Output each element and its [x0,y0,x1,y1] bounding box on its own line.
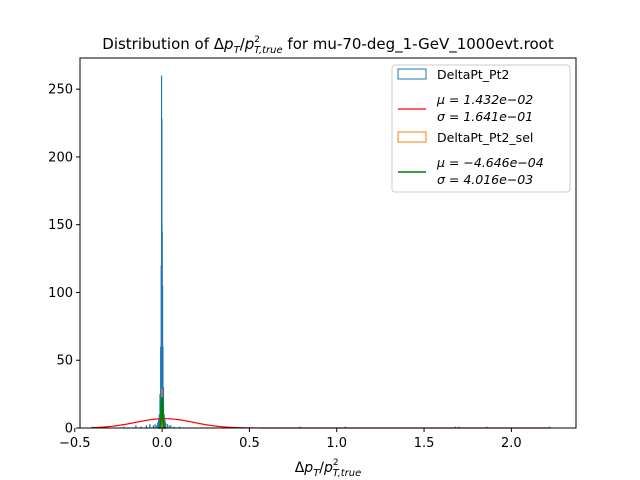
legend-label-fit-red-mu: μ = 1.432e−02 [436,92,533,107]
y-tick-label: 200 [48,150,73,165]
x-tick-label: 0.5 [239,436,260,451]
plot-frame [79,57,577,429]
y-tick-label: 0 [65,422,73,437]
y-tick-label: 150 [48,218,73,233]
chart-title: Distribution of ΔpT/p2 T,true for mu-70-d… [102,35,554,56]
legend-swatch-deltapt-pt2 [397,68,427,80]
x-axis: −0.5 0.0 0.5 1.0 1.5 2.0 [59,428,522,451]
legend-frame [391,64,571,193]
y-tick-label: 250 [48,83,73,98]
legend-label-fit-green-mu: μ = −4.646e−04 [436,155,544,170]
legend-label-deltapt-pt2: DeltaPt_Pt2 [437,67,509,82]
x-tick-label: 0.0 [152,436,173,451]
x-tick-label: 2.0 [501,436,522,451]
legend: DeltaPt_Pt2 μ = 1.432e−02 σ = 1.641e−01 … [391,64,571,193]
x-axis-label: ΔpT/p2 T,true [295,458,362,479]
x-tick-label: 1.0 [326,436,347,451]
chart-title-suffix: for mu-70-deg_1-GeV_1000evt.root [283,35,554,54]
legend-label-fit-red-sigma: σ = 1.641e−01 [437,109,533,124]
y-tick-label: 100 [48,286,73,301]
x-tick-label: −0.5 [59,436,91,451]
legend-swatch-deltapt-pt2-sel [397,131,427,143]
legend-label-deltapt-pt2-sel: DeltaPt_Pt2_sel [437,130,533,145]
legend-label-fit-green-sigma: σ = 4.016e−03 [437,172,533,187]
x-tick-label: 1.5 [414,436,435,451]
y-axis: 0 50 100 150 200 250 [48,83,80,437]
chart-title-prefix: Distribution of [102,35,214,53]
y-tick-label: 50 [56,354,73,369]
